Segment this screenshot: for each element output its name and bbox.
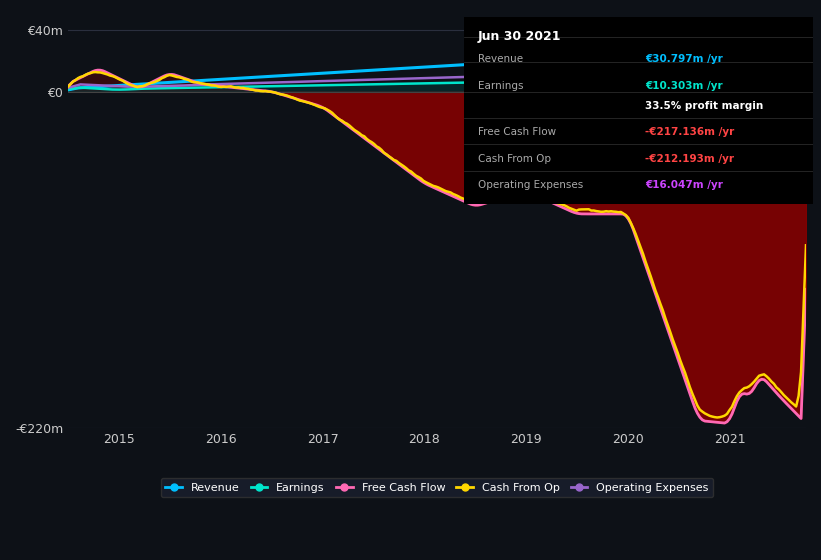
Text: €30.797m /yr: €30.797m /yr bbox=[645, 54, 723, 64]
Text: -€217.136m /yr: -€217.136m /yr bbox=[645, 128, 735, 138]
Legend: Revenue, Earnings, Free Cash Flow, Cash From Op, Operating Expenses: Revenue, Earnings, Free Cash Flow, Cash … bbox=[161, 478, 713, 497]
Text: Earnings: Earnings bbox=[478, 81, 523, 91]
Text: €16.047m /yr: €16.047m /yr bbox=[645, 180, 723, 190]
Text: -€212.193m /yr: -€212.193m /yr bbox=[645, 154, 734, 164]
Text: 33.5% profit margin: 33.5% profit margin bbox=[645, 101, 764, 111]
Text: Jun 30 2021: Jun 30 2021 bbox=[478, 30, 562, 43]
Text: Operating Expenses: Operating Expenses bbox=[478, 180, 583, 190]
Text: Revenue: Revenue bbox=[478, 54, 523, 64]
Text: Free Cash Flow: Free Cash Flow bbox=[478, 128, 556, 138]
Text: Cash From Op: Cash From Op bbox=[478, 154, 551, 164]
Text: €10.303m /yr: €10.303m /yr bbox=[645, 81, 723, 91]
